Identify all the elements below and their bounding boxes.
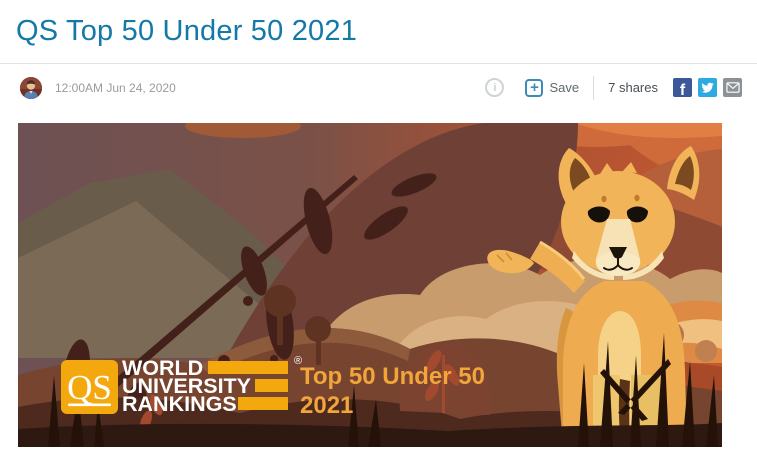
article-actions: i + Save 7 shares f	[485, 75, 742, 100]
save-button-label: Save	[549, 80, 580, 95]
info-glyph: i	[493, 81, 497, 94]
logo-word-rankings: RANKINGS	[122, 392, 237, 416]
qs-rankings-logo: QS WORLD UNIVERSITY RANKINGS ®	[61, 355, 302, 416]
registered-trademark: ®	[294, 355, 302, 367]
hero-image: QS WORLD UNIVERSITY RANKINGS ® Top 50 Un…	[18, 123, 722, 447]
byline-bar: 12:00AM Jun 24, 2020 i + Save 7 shares f	[0, 64, 757, 111]
plus-icon: +	[525, 78, 544, 97]
caption-line-2: 2021	[300, 392, 353, 419]
branch-plant	[61, 173, 437, 447]
lion-cub	[487, 146, 700, 447]
header-divider	[0, 63, 757, 64]
savanna-illustration: QS WORLD UNIVERSITY RANKINGS ® Top 50 Un…	[18, 123, 722, 447]
facebook-share-button[interactable]: f	[673, 78, 692, 97]
page-title: QS Top 50 Under 50 2021	[16, 15, 358, 47]
twitter-share-button[interactable]	[698, 78, 717, 97]
vertical-divider	[593, 75, 595, 100]
twitter-bird-icon	[701, 82, 714, 93]
save-button[interactable]: + Save	[525, 78, 580, 97]
publish-timestamp: 12:00AM Jun 24, 2020	[55, 80, 176, 95]
facebook-icon: f	[679, 82, 686, 98]
qs-monogram: QS	[67, 368, 112, 407]
envelope-icon	[725, 82, 740, 93]
info-icon[interactable]: i	[485, 78, 505, 97]
logo-bars	[208, 361, 288, 410]
logo-word-university: UNIVERSITY	[122, 374, 251, 398]
avatar-portrait	[20, 76, 42, 99]
share-count: 7 shares	[608, 80, 658, 95]
email-share-button[interactable]	[723, 78, 742, 97]
author-avatar[interactable]	[20, 76, 42, 99]
hero-caption: Top 50 Under 50 2021	[300, 363, 485, 419]
caption-line-1: Top 50 Under 50	[300, 363, 485, 390]
logo-word-world: WORLD	[122, 356, 203, 380]
